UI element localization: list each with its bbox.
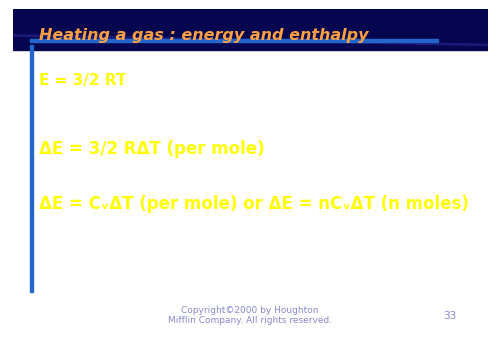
Bar [30, 45, 34, 292]
Text: Copyright©2000 by Houghton
Mifflin Company. All rights reserved.: Copyright©2000 by Houghton Mifflin Compa… [168, 306, 332, 325]
Text: E = 3/2 RT: E = 3/2 RT [39, 73, 126, 88]
Bar [30, 39, 438, 42]
Text: ΔE = 3/2 RΔT (per mole): ΔE = 3/2 RΔT (per mole) [39, 140, 264, 158]
Text: energy of an ideal gas - a monoatomic ideal gas): energy of an ideal gas - a monoatomic id… [39, 92, 415, 107]
Text: The energy (temp dependence) of an ideal gas :: The energy (temp dependence) of an ideal… [39, 119, 410, 134]
Bar [12, 9, 488, 50]
Text: 33: 33 [443, 311, 456, 321]
Text: ΔE = CᵥΔT (per mole) or ΔE = nCᵥΔT (n moles): ΔE = CᵥΔT (per mole) or ΔE = nCᵥΔT (n mo… [39, 195, 469, 213]
Text: (per mole) (the average translational: (per mole) (the average translational [122, 73, 406, 88]
Text: Note that this expression corresponds to :: Note that this expression corresponds to… [39, 173, 360, 188]
Text: Heating a gas : energy and enthalpy: Heating a gas : energy and enthalpy [39, 28, 368, 43]
